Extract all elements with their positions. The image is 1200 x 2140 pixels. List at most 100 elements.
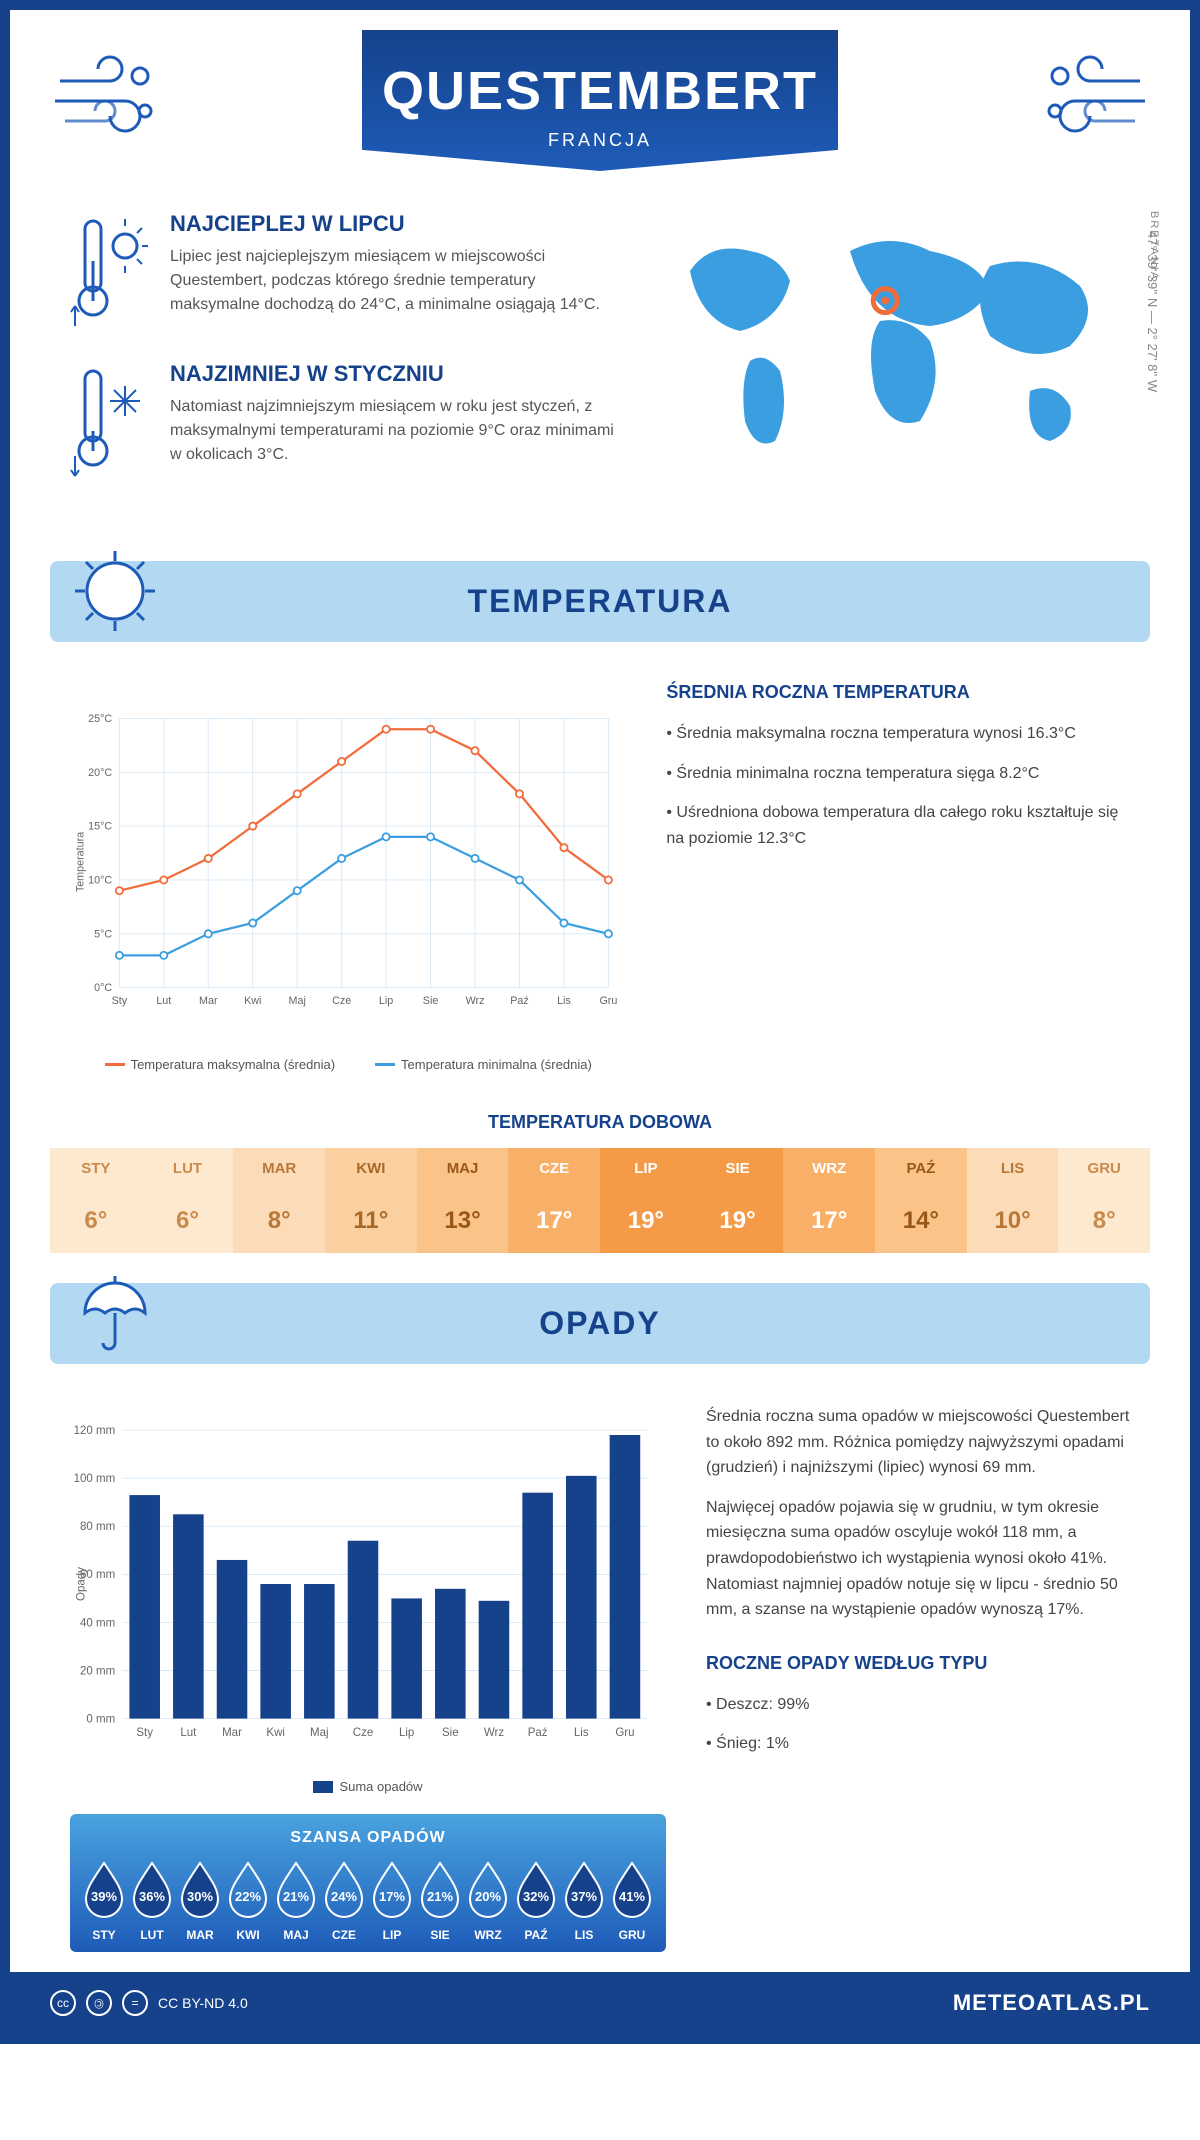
daily-value: 6° [142,1189,234,1253]
daily-value: 17° [783,1189,875,1253]
thermometer-sun-icon [70,211,150,331]
temp-info-p3: • Uśredniona dobowa temperatura dla całe… [666,800,1130,851]
svg-text:24%: 24% [331,1889,357,1904]
svg-text:Lip: Lip [379,995,393,1007]
svg-text:Maj: Maj [310,1727,329,1739]
precipitation-info: Średnia roczna suma opadów w miejscowośc… [706,1404,1130,1952]
daily-value: 19° [600,1189,692,1253]
warmest-block: NAJCIEPLEJ W LIPCU Lipiec jest najcieple… [70,211,620,331]
precip-p1: Średnia roczna suma opadów w miejscowośc… [706,1404,1130,1481]
svg-text:17%: 17% [379,1889,405,1904]
svg-text:Lut: Lut [156,995,171,1007]
svg-text:Sie: Sie [423,995,439,1007]
svg-text:Kwi: Kwi [244,995,261,1007]
drop-month: STY [80,1928,128,1942]
temperature-section-header: TEMPERATURA [50,561,1150,642]
drop-month: LIS [560,1928,608,1942]
temp-info-p2: • Średnia minimalna roczna temperatura s… [666,761,1130,787]
svg-text:Sty: Sty [136,1727,153,1739]
svg-text:30%: 30% [187,1889,213,1904]
daily-month: LUT [142,1148,234,1189]
intro-text-column: NAJCIEPLEJ W LIPCU Lipiec jest najcieple… [70,211,620,511]
daily-cell: LUT6° [142,1148,234,1253]
svg-text:Mar: Mar [199,995,218,1007]
daily-value: 6° [50,1189,142,1253]
svg-text:Sie: Sie [442,1727,459,1739]
thermometer-snow-icon [70,361,150,481]
daily-cell: PAŹ14° [875,1148,967,1253]
svg-text:Mar: Mar [222,1727,242,1739]
svg-text:Lut: Lut [180,1727,197,1739]
precip-rain: • Deszcz: 99% [706,1692,1130,1718]
daily-cell: LIS10° [967,1148,1059,1253]
chance-drop: 30% MAR [176,1859,224,1942]
umbrella-icon [70,1268,160,1358]
wind-icon-right [1030,51,1150,151]
warmest-text: Lipiec jest najcieplejszym miesiącem w m… [170,245,620,317]
svg-text:Cze: Cze [353,1727,373,1739]
svg-text:Gru: Gru [599,995,617,1007]
drop-month: KWI [224,1928,272,1942]
chance-drop: 17% LIP [368,1859,416,1942]
precip-p2: Najwięcej opadów pojawia się w grudniu, … [706,1495,1130,1623]
svg-text:32%: 32% [523,1889,549,1904]
nd-icon: = [122,1990,148,2016]
drop-month: SIE [416,1928,464,1942]
svg-text:Gru: Gru [615,1727,634,1739]
svg-text:Opady: Opady [75,1567,87,1601]
daily-month: LIP [600,1148,692,1189]
chance-drop: 22%KWI [224,1859,272,1942]
svg-text:20 mm: 20 mm [80,1665,115,1677]
header-row: QUESTEMBERT FRANCJA [10,10,1190,171]
precip-type-title: ROCZNE OPADY WEDŁUG TYPU [706,1653,1130,1674]
drop-month: LIP [368,1928,416,1942]
coordinates: 47° 39' 39'' N — 2° 27' 8'' W [1145,231,1160,392]
svg-text:Sty: Sty [112,995,128,1007]
legend-min: Temperatura minimalna (średnia) [401,1057,592,1072]
drop-month: LUT [128,1928,176,1942]
temperature-chart-row: 0°C5°C10°C15°C20°C25°CStyLutMarKwiMajCze… [10,662,1190,1092]
daily-month: CZE [508,1148,600,1189]
precipitation-chart-row: 0 mm20 mm40 mm60 mm80 mm100 mm120 mmStyL… [10,1384,1190,1972]
daily-month: LIS [967,1148,1059,1189]
daily-cell: SIE19° [692,1148,784,1253]
chance-drop: 21% SIE [416,1859,464,1942]
by-icon: 🄯 [86,1990,112,2016]
daily-cell: MAJ13° [417,1148,509,1253]
chance-drop: 20%WRZ [464,1859,512,1942]
daily-month: GRU [1058,1148,1150,1189]
svg-text:10°C: 10°C [88,875,112,887]
daily-value: 10° [967,1189,1059,1253]
svg-text:36%: 36% [139,1889,165,1904]
svg-text:20%: 20% [475,1889,501,1904]
daily-cell: LIP19° [600,1148,692,1253]
daily-temp-title: TEMPERATURA DOBOWA [10,1112,1190,1133]
license-block: cc 🄯 = CC BY-ND 4.0 [50,1990,248,2016]
cc-icon: cc [50,1990,76,2016]
city-title: QUESTEMBERT [382,60,818,122]
precip-legend: Suma opadów [70,1779,666,1794]
temperature-title: TEMPERATURA [72,583,1128,620]
chance-drop: 37%LIS [560,1859,608,1942]
svg-text:21%: 21% [427,1889,453,1904]
coldest-title: NAJZIMNIEJ W STYCZNIU [170,361,620,387]
svg-text:41%: 41% [619,1889,645,1904]
legend-max: Temperatura maksymalna (średnia) [131,1057,335,1072]
svg-text:120 mm: 120 mm [74,1425,116,1437]
svg-text:25°C: 25°C [88,713,112,725]
license-text: CC BY-ND 4.0 [158,1995,248,2011]
precip-snow: • Śnieg: 1% [706,1731,1130,1757]
daily-value: 14° [875,1189,967,1253]
svg-text:Cze: Cze [332,995,351,1007]
daily-value: 11° [325,1189,417,1253]
daily-value: 19° [692,1189,784,1253]
chance-drop: 21%MAJ [272,1859,320,1942]
drop-month: MAR [176,1928,224,1942]
chance-drop: 32%PAŹ [512,1859,560,1942]
chance-drop: 39%STY [80,1859,128,1942]
daily-month: WRZ [783,1148,875,1189]
chance-title: SZANSA OPADÓW [80,1829,656,1847]
warmest-title: NAJCIEPLEJ W LIPCU [170,211,620,237]
svg-text:20°C: 20°C [88,767,112,779]
svg-text:0 mm: 0 mm [86,1713,115,1725]
